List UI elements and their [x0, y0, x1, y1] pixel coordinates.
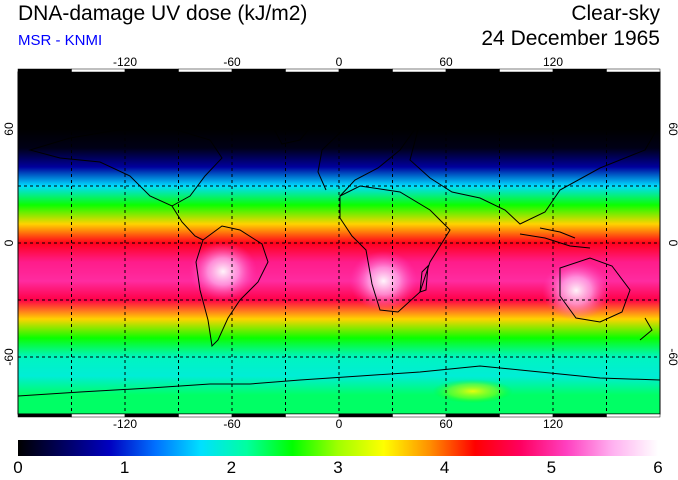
coast-south-america [195, 225, 269, 348]
map-date: 24 December 1965 [481, 27, 660, 50]
frame-mark-top [71, 68, 126, 73]
frame-mark-bottom [17, 413, 72, 418]
coast-greenland [267, 107, 319, 145]
lon-tick-label: 120 [543, 417, 563, 431]
hotspot-2 [542, 260, 611, 321]
lat-tick-label: -60 [2, 348, 16, 366]
lon-tick-label: -120 [113, 417, 137, 431]
hotspot-3 [432, 379, 513, 404]
colorbar-tick-label: 1 [119, 458, 130, 477]
frame-mark-bottom [606, 413, 661, 418]
lon-tick-label: 120 [543, 55, 563, 69]
lat-tick-label: 60 [2, 122, 16, 136]
lon-tick-label: 0 [336, 55, 343, 69]
coast-africa [339, 185, 451, 313]
source-label: MSR - KNMI [18, 32, 103, 49]
lon-tick-label: 0 [336, 417, 343, 431]
colorbar-tick-label: 6 [653, 458, 663, 477]
frame-mark-top [445, 68, 500, 73]
lon-tick-label: -120 [113, 55, 137, 69]
coast-australia [559, 257, 631, 323]
graticule [18, 72, 660, 414]
colorbar-tick-label: 0 [13, 458, 23, 477]
colorbar-tick-label: 3 [333, 458, 343, 477]
colorbar [18, 440, 658, 456]
coast-europe [317, 117, 421, 197]
lon-tick-label: -60 [223, 417, 241, 431]
coast-new-zealand [639, 317, 653, 341]
colorbar-tick-label: 5 [546, 458, 557, 477]
lon-tick-label: 60 [439, 55, 453, 69]
frame-mark-bottom [392, 413, 447, 418]
coastlines [18, 103, 660, 397]
frame-mark-top [285, 68, 340, 73]
lat-tick-label: 60 [666, 122, 678, 136]
lat-tick-label: 0 [2, 239, 16, 246]
coast-indonesia [519, 227, 591, 249]
hotspot-layer [189, 241, 611, 404]
sky-condition: Clear-sky [571, 2, 660, 25]
coast-central-america [171, 205, 204, 241]
coast-north-america [28, 127, 223, 207]
lon-tick-label: -60 [223, 55, 241, 69]
frame-mark-top [552, 68, 607, 73]
latitude-labels-left: 60 0 -60 [2, 122, 16, 366]
frame-mark-top [499, 68, 554, 73]
coast-antarctica [18, 365, 660, 397]
colorbar-tick-label: 2 [226, 458, 237, 477]
latitude-labels-right: 60 0 -60 [666, 122, 678, 366]
longitude-labels-bottom: -120 -60 0 60 120 [113, 417, 563, 431]
map-title: DNA-damage UV dose (kJ/m2) [18, 2, 308, 25]
frame-mark-top [231, 68, 286, 73]
hotspot-0 [189, 241, 258, 302]
lat-tick-label: 0 [666, 240, 678, 247]
frame-mark-top [338, 68, 393, 73]
map-field [18, 72, 660, 414]
lat-tick-label: -60 [666, 348, 678, 366]
frame-tick-marks [17, 68, 661, 418]
frame-mark-top [124, 68, 179, 73]
longitude-labels-top: -120 -60 0 60 120 [113, 55, 563, 69]
frame-mark-top [178, 68, 233, 73]
frame-mark-top [392, 68, 447, 73]
frame-mark-bottom [285, 413, 340, 418]
hotspot-1 [349, 251, 418, 311]
frame-mark-bottom [445, 413, 500, 418]
frame-mark-top [606, 68, 661, 73]
frame-mark-top [17, 68, 72, 73]
lon-tick-label: 60 [439, 417, 453, 431]
frame-mark-bottom [338, 413, 393, 418]
colorbar-tick-label: 4 [439, 458, 450, 477]
coast-madagascar [419, 264, 429, 293]
